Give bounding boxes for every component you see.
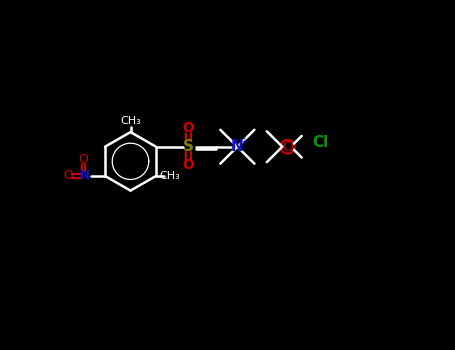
Text: O: O bbox=[182, 158, 194, 172]
Text: CH₃: CH₃ bbox=[120, 116, 141, 126]
Text: Cl: Cl bbox=[312, 135, 329, 150]
Text: +: + bbox=[240, 137, 248, 147]
Text: N: N bbox=[80, 169, 90, 182]
Text: O: O bbox=[78, 153, 88, 166]
Text: CH₃: CH₃ bbox=[160, 171, 180, 181]
Text: O: O bbox=[182, 121, 194, 135]
Text: N: N bbox=[231, 139, 244, 154]
Text: O: O bbox=[64, 169, 74, 182]
Text: O: O bbox=[282, 140, 293, 154]
Text: S: S bbox=[183, 139, 194, 154]
